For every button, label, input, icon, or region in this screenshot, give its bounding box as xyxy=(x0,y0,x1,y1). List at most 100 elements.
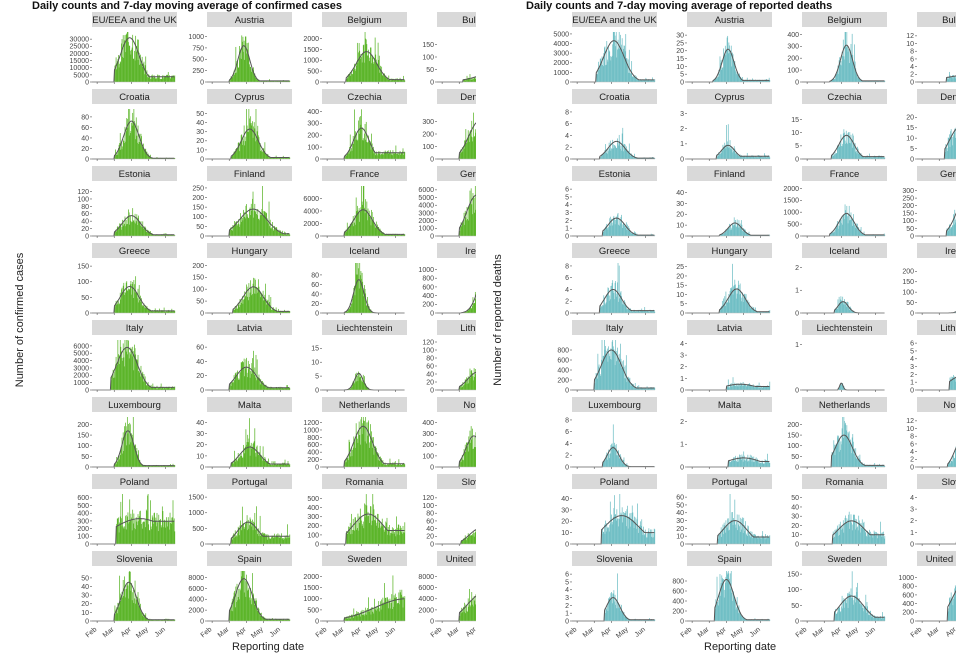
daily-count-bar xyxy=(395,536,397,544)
daily-count-bar xyxy=(833,154,835,159)
daily-count-bar xyxy=(279,81,281,82)
daily-count-bar xyxy=(134,284,135,313)
daily-count-bar xyxy=(839,64,841,82)
daily-count-bar xyxy=(367,142,369,159)
y-tick-label: 0 xyxy=(565,156,569,163)
daily-count-bar xyxy=(849,132,851,159)
daily-count-bar xyxy=(269,226,270,236)
daily-count-bar xyxy=(240,221,242,236)
daily-count-bar xyxy=(135,221,137,236)
daily-count-bar xyxy=(275,307,277,313)
daily-count-bar xyxy=(469,377,470,390)
daily-count-bar xyxy=(172,386,173,390)
daily-count-bar xyxy=(148,154,150,159)
daily-count-bar xyxy=(263,533,265,544)
facet-strip-label: Bulgaria xyxy=(462,15,476,26)
daily-count-bar xyxy=(470,136,472,159)
daily-count-bar xyxy=(134,50,135,82)
daily-count-bar xyxy=(346,153,348,159)
daily-count-bar xyxy=(243,571,244,621)
daily-count-bar xyxy=(249,208,250,236)
daily-count-bar xyxy=(377,226,379,236)
daily-count-bar xyxy=(837,224,839,236)
daily-count-bar xyxy=(128,45,130,82)
daily-count-bar xyxy=(280,231,282,236)
daily-count-bar xyxy=(748,231,750,236)
daily-count-bar xyxy=(380,526,382,544)
daily-count-bar xyxy=(751,156,752,159)
daily-count-bar xyxy=(382,74,384,82)
daily-count-bar xyxy=(281,311,283,313)
daily-count-bar xyxy=(244,216,246,236)
daily-count-bar xyxy=(233,309,235,313)
daily-count-bar xyxy=(756,157,758,159)
daily-count-bar xyxy=(640,235,642,236)
daily-count-bar xyxy=(740,155,742,159)
daily-count-bar xyxy=(726,37,728,82)
daily-count-bar xyxy=(258,608,260,621)
daily-count-bar xyxy=(356,211,358,236)
daily-count-bar xyxy=(596,74,598,82)
y-tick-label: 2 xyxy=(565,218,569,225)
daily-count-bar xyxy=(364,133,365,159)
daily-count-bar xyxy=(734,224,736,236)
daily-count-bar xyxy=(761,80,762,82)
daily-count-bar xyxy=(167,388,169,390)
daily-count-bar xyxy=(466,540,467,544)
daily-count-bar xyxy=(273,81,275,82)
daily-count-bar xyxy=(386,517,388,544)
daily-count-bar xyxy=(356,134,358,159)
daily-count-bar xyxy=(248,218,250,236)
y-tick-label: 8000 xyxy=(188,575,204,582)
daily-count-bar xyxy=(163,620,165,621)
daily-count-bar xyxy=(239,588,241,621)
daily-count-bar xyxy=(253,67,254,82)
y-tick-label: 0 xyxy=(680,233,684,240)
daily-count-bar xyxy=(402,148,404,159)
daily-count-bar xyxy=(359,263,361,313)
daily-count-bar xyxy=(265,461,267,467)
daily-count-bar xyxy=(346,75,348,82)
daily-count-bar xyxy=(652,235,654,236)
daily-count-bar xyxy=(121,149,123,159)
daily-count-bar xyxy=(289,464,291,467)
daily-count-bar xyxy=(161,311,163,313)
y-tick-label: 150 xyxy=(422,42,434,49)
daily-count-bar xyxy=(141,465,143,467)
daily-count-bar xyxy=(271,157,273,159)
daily-count-bar xyxy=(236,602,237,621)
daily-count-bar xyxy=(163,388,164,390)
daily-count-bar xyxy=(129,109,131,159)
daily-count-bar xyxy=(376,606,378,621)
daily-count-bar xyxy=(170,310,172,313)
daily-count-bar xyxy=(623,143,625,159)
y-tick-label: 0 xyxy=(430,79,434,86)
daily-count-bar xyxy=(953,132,955,159)
daily-count-bar xyxy=(279,537,281,544)
daily-count-bar xyxy=(173,310,174,313)
daily-count-bar xyxy=(850,43,852,82)
daily-count-bar xyxy=(256,79,258,82)
daily-count-bar xyxy=(614,32,615,82)
daily-count-bar xyxy=(866,80,868,82)
daily-count-bar xyxy=(159,78,161,82)
daily-count-bar xyxy=(253,126,254,159)
daily-count-bar xyxy=(880,81,882,82)
daily-count-bar xyxy=(359,613,361,621)
daily-count-bar xyxy=(384,150,386,159)
daily-count-bar xyxy=(255,210,257,236)
daily-count-bar xyxy=(379,228,381,236)
facet-strip xyxy=(207,320,292,335)
daily-count-bar xyxy=(281,232,282,236)
daily-count-bar xyxy=(130,590,132,621)
daily-count-bar xyxy=(461,147,463,159)
daily-count-bar xyxy=(233,533,234,544)
daily-count-bar xyxy=(740,76,742,82)
daily-count-bar xyxy=(365,139,367,159)
daily-count-bar xyxy=(604,228,605,236)
daily-count-bar xyxy=(724,230,726,236)
daily-count-bar xyxy=(282,388,284,390)
daily-count-bar xyxy=(165,465,167,467)
daily-count-bar xyxy=(351,387,352,390)
